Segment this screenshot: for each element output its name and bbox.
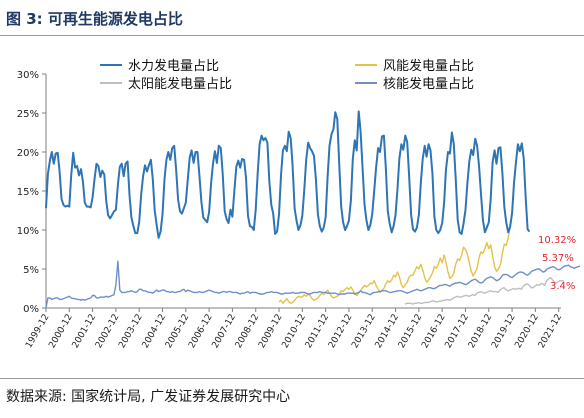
legend-label-wind: 风能发电量占比 [383,58,474,74]
chart-title: 图 3: 可再生能源发电占比 [6,10,183,28]
y-tick-label: 20% [17,148,39,159]
y-tick-label: 15% [17,187,39,198]
y-tick-label: 5% [23,265,39,276]
series-line-nuclear [45,260,581,309]
bottom-divider [0,378,584,379]
data-source-note: 数据来源: 国家统计局, 广发证券发展研究中心 [6,389,291,405]
chart-lines [45,110,581,309]
y-tick-label: 25% [17,109,39,120]
top-divider [0,35,584,36]
legend-label-hydro: 水力发电量占比 [128,58,219,74]
value-annotation: 5.37% [542,253,574,264]
legend-label-solar: 太阳能发电量占比 [128,76,232,92]
line-chart: 0%5%10%15%20%25%30%1999-122000-122001-12… [17,58,581,351]
series-line-wind [278,227,511,304]
legend-label-nuclear: 核能发电量占比 [383,76,474,92]
series-line-hydro [45,110,531,239]
value-annotation: 10.32% [538,235,576,246]
y-tick-label: 30% [17,70,39,81]
y-tick-label: 0% [23,304,39,315]
value-annotation: 3.4% [550,281,575,292]
x-tick-label: 2021-12 [537,313,564,351]
y-tick-label: 10% [17,226,39,237]
series-line-solar [404,276,565,305]
chart-annotations: 10.32% 5.37% 3.4% [538,235,576,292]
